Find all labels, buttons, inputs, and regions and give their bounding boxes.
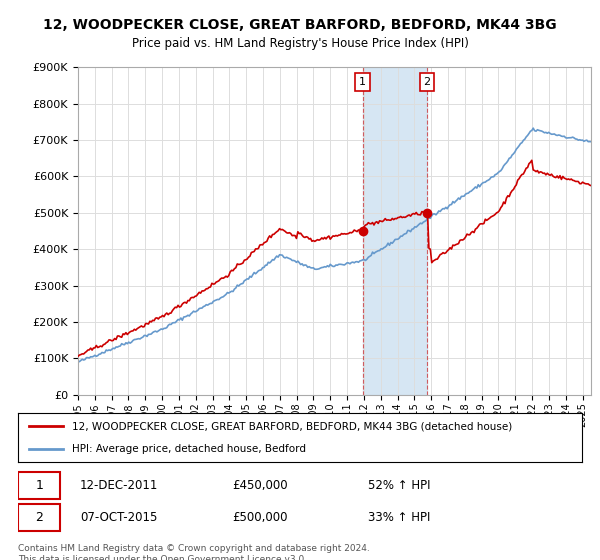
Text: 2: 2 [35,511,43,524]
Text: HPI: Average price, detached house, Bedford: HPI: Average price, detached house, Bedf… [71,444,305,454]
Text: 07-OCT-2015: 07-OCT-2015 [80,511,157,524]
Text: 1: 1 [359,77,366,87]
Text: 33% ↑ HPI: 33% ↑ HPI [368,511,430,524]
Text: £500,000: £500,000 [232,511,288,524]
Text: 12, WOODPECKER CLOSE, GREAT BARFORD, BEDFORD, MK44 3BG: 12, WOODPECKER CLOSE, GREAT BARFORD, BED… [43,18,557,32]
Text: 12, WOODPECKER CLOSE, GREAT BARFORD, BEDFORD, MK44 3BG (detached house): 12, WOODPECKER CLOSE, GREAT BARFORD, BED… [71,421,512,431]
Text: 1: 1 [35,479,43,492]
Text: 52% ↑ HPI: 52% ↑ HPI [368,479,430,492]
FancyBboxPatch shape [18,504,60,531]
FancyBboxPatch shape [18,472,60,498]
Text: 2: 2 [424,77,431,87]
Text: £450,000: £450,000 [232,479,288,492]
Bar [362,67,427,395]
Text: 12-DEC-2011: 12-DEC-2011 [80,479,158,492]
Text: Contains HM Land Registry data © Crown copyright and database right 2024.
This d: Contains HM Land Registry data © Crown c… [18,544,370,560]
Text: Price paid vs. HM Land Registry's House Price Index (HPI): Price paid vs. HM Land Registry's House … [131,37,469,50]
